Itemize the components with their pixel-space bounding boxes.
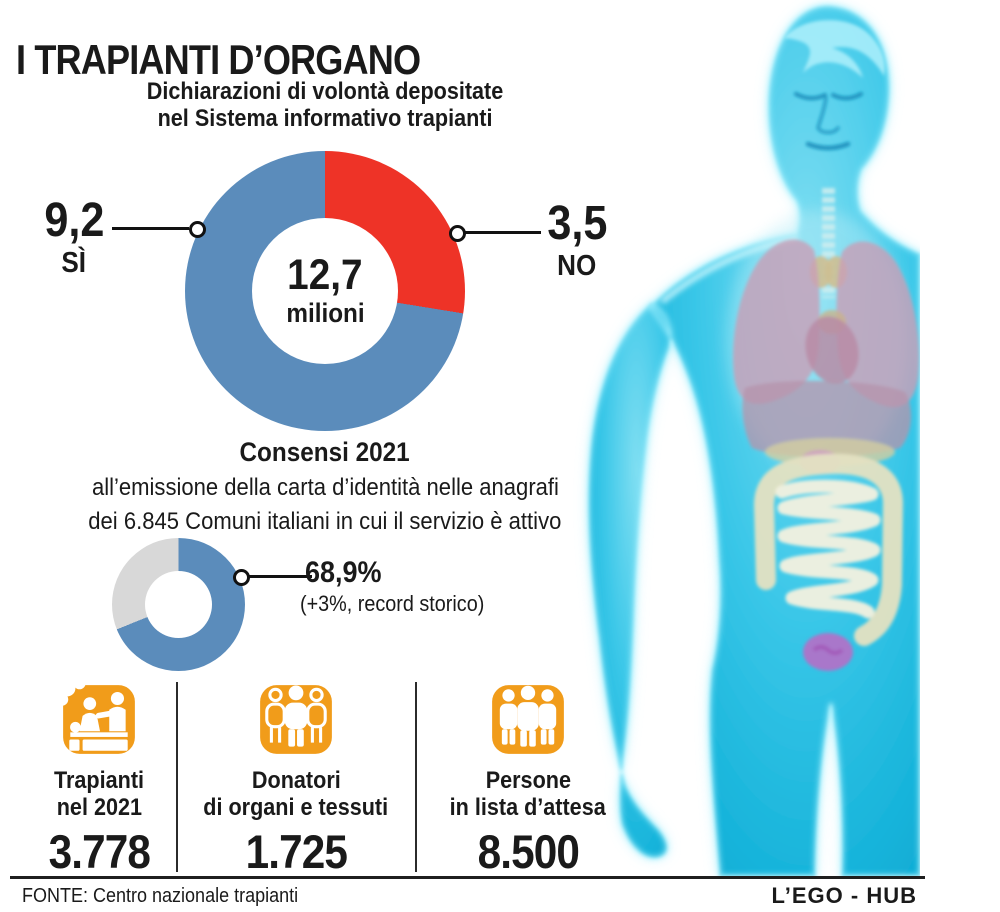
stat-waiting-list-value: 8.500 [477,825,579,878]
no-label: NO [557,250,597,282]
stat-waiting-list: Persone in lista d’attesa 8.500 [418,678,638,875]
human-body-illustration [587,4,920,876]
slice-label-yes: 9,2 SÌ [33,197,115,278]
leader-line-no [463,231,541,234]
stat-transplants: Trapianti nel 2021 3.778 [18,678,180,875]
stat-transplants-value: 3.778 [48,825,150,878]
consent-note: all’emissione della carta d’identità nel… [30,471,620,539]
waiting-list-people-icon [492,685,564,754]
stat-donors-value: 1.725 [245,825,347,878]
leader-marker-no [449,225,466,242]
leader-marker-yes [189,221,206,238]
id-card-consent-donut [112,538,245,671]
percent-value: 68,9% [305,556,382,589]
chart-subtitle: Dichiarazioni di volontà depositate nel … [60,78,590,132]
leader-line-yes [112,227,189,230]
consent-total-value: 12,7 [287,251,363,299]
organ-donors-icon [260,685,332,754]
leader-marker-percent [233,569,250,586]
no-value: 3,5 [546,197,608,250]
subtitle-line-1: Dichiarazioni di volontà depositate [146,78,504,105]
stat-donors: Donatori di organi e tessuti 1.725 [186,678,406,875]
consent-donut [185,151,465,431]
consent-note-line-2: dei 6.845 Comuni italiani in cui il serv… [88,508,562,535]
slice-label-no: 3,5 NO [536,200,618,281]
leader-line-percent [248,575,312,578]
page-title: I TRAPIANTI D’ORGANO [16,36,421,84]
consent-total-unit: milioni [285,298,365,328]
transplant-surgery-icon [58,678,135,754]
yes-label: SÌ [61,247,87,279]
stat-divider-2 [415,682,417,872]
subtitle-line-2: nel Sistema informativo trapianti [157,105,493,132]
consent-note-line-1: all’emissione della carta d’identità nel… [91,474,559,501]
source-credit: FONTE: Centro nazionale trapianti [22,885,299,907]
consent-donut-center-label: 12,7 milioni [185,254,465,327]
consent-chart-title: Consensi 2021 [239,437,411,467]
percent-note: (+3%, record storico) [300,591,485,616]
footer-rule [10,876,925,879]
yes-value: 9,2 [43,194,105,247]
stat-divider-1 [176,682,178,872]
agency-credit: L’EGO - HUB [771,883,917,908]
